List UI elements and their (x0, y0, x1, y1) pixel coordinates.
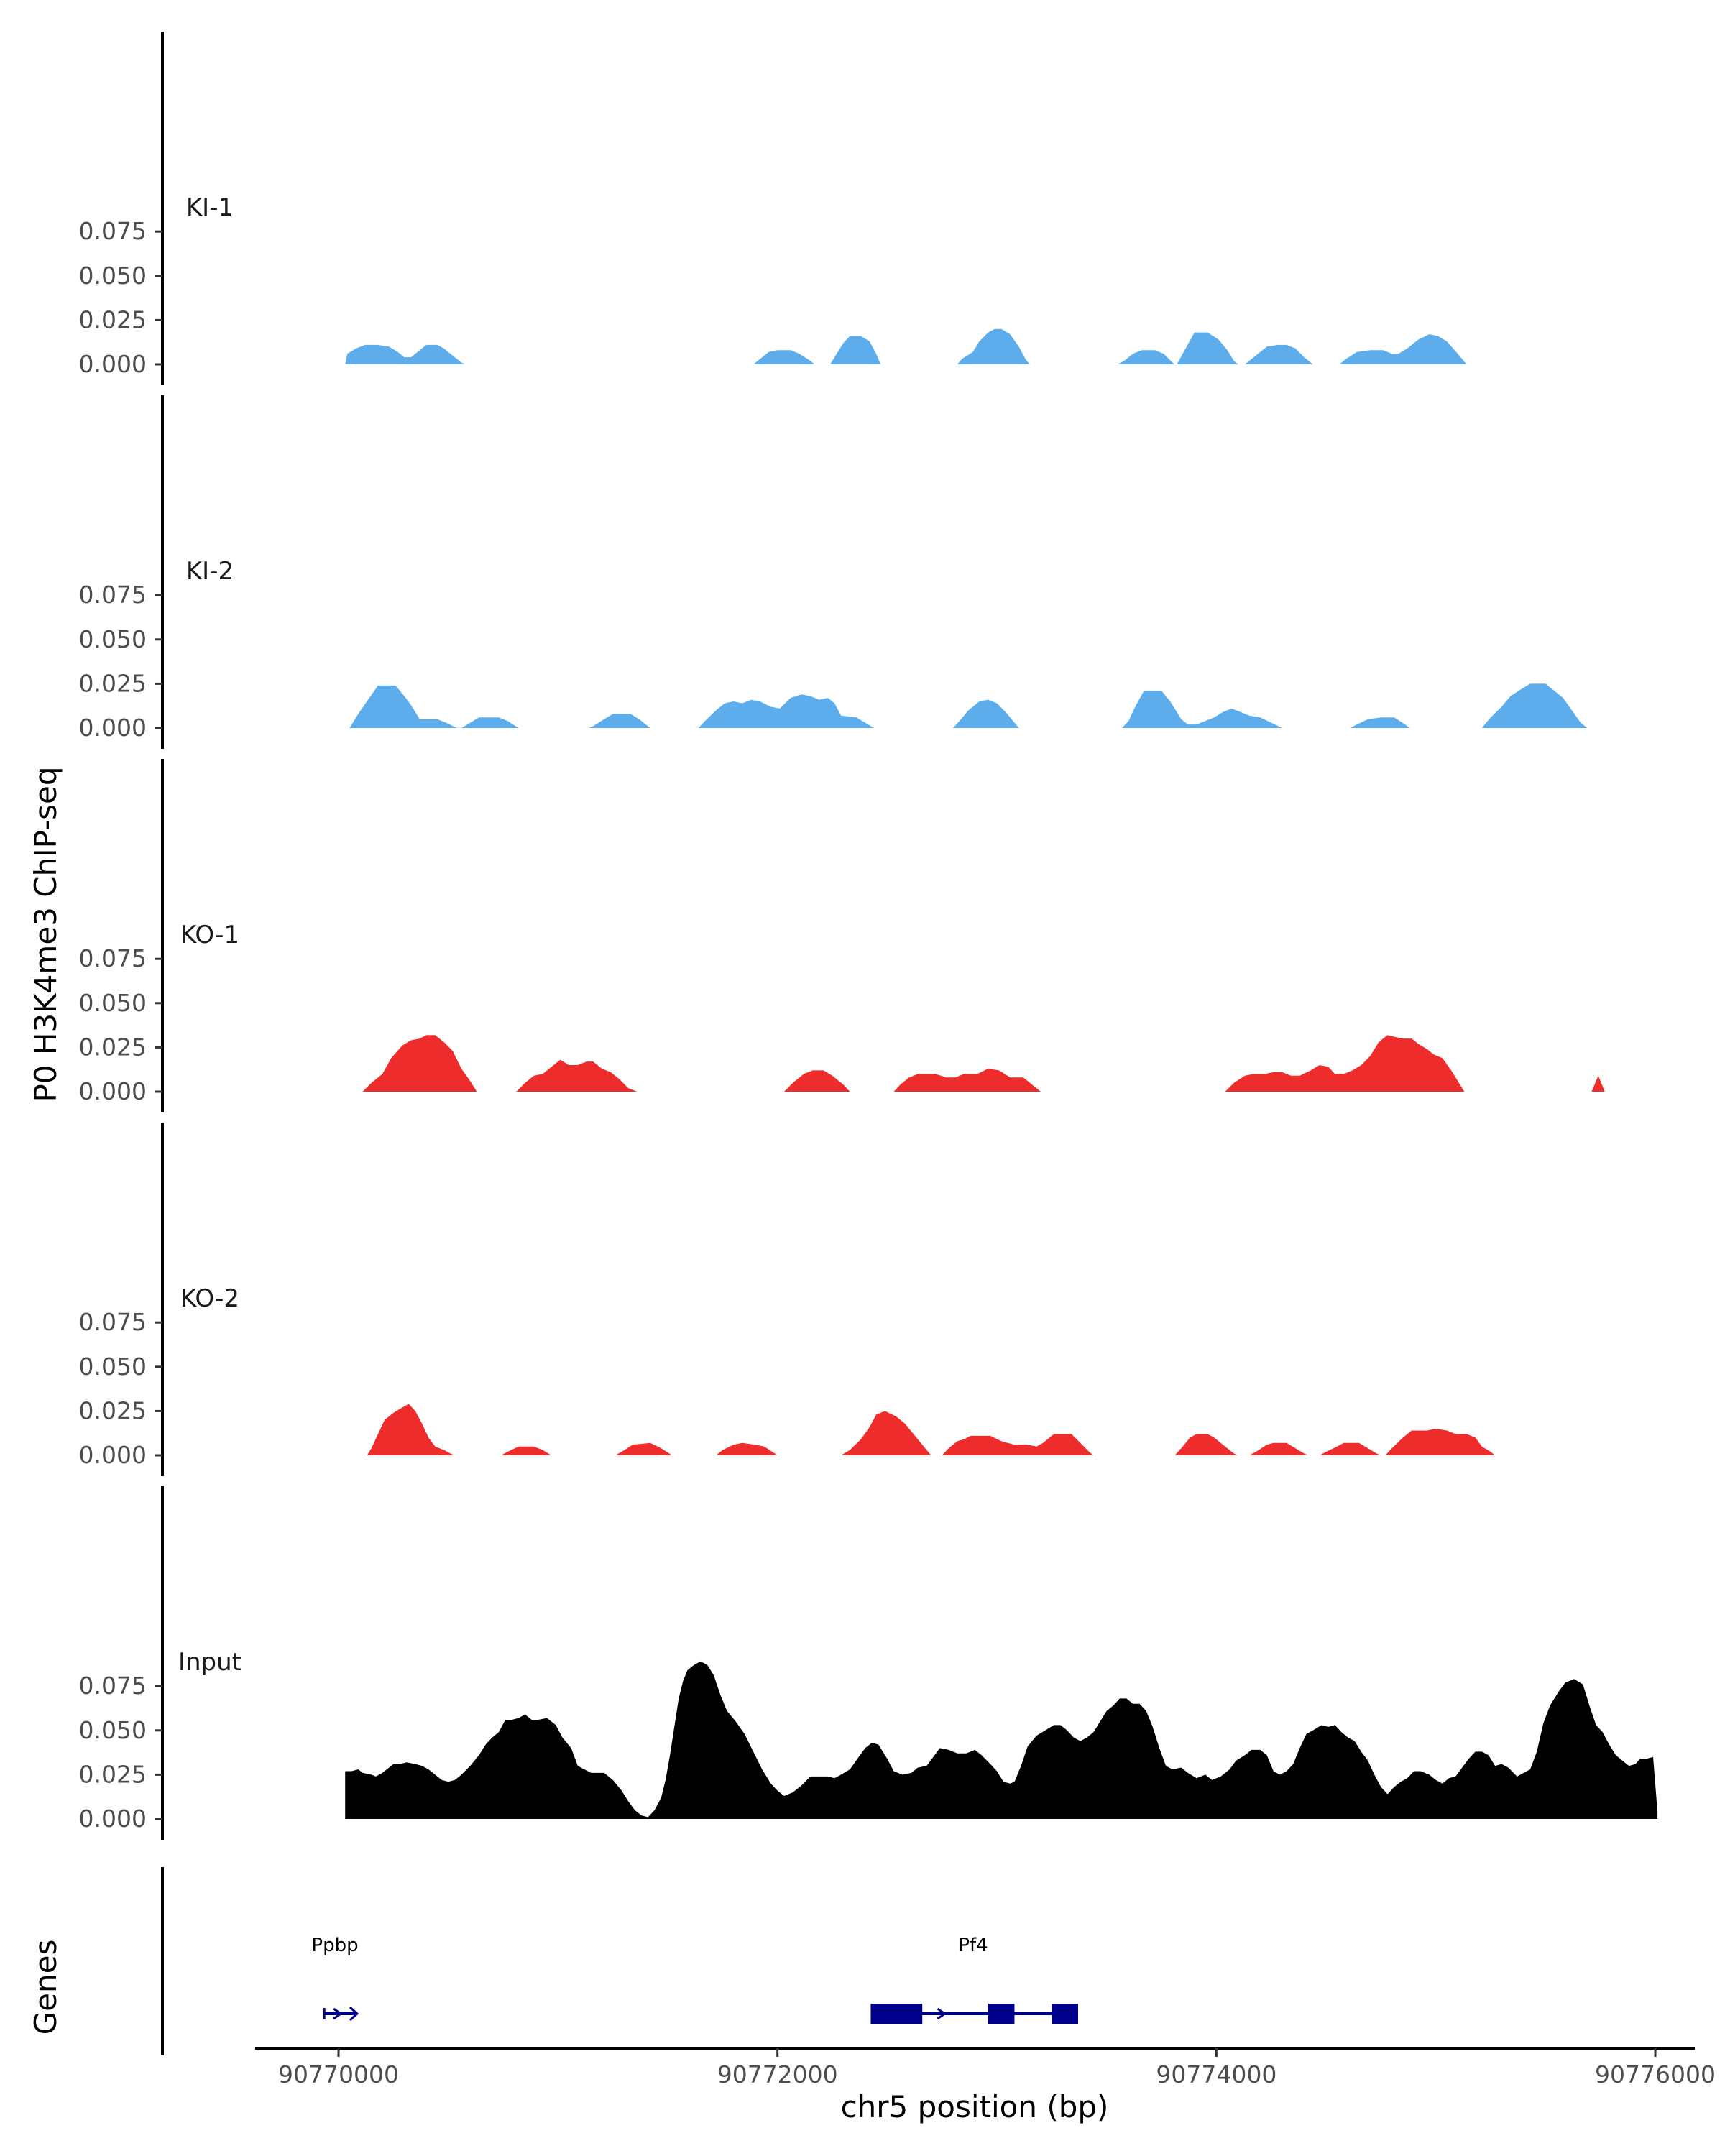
gene-models: Ppbp Pf4 (311, 1935, 1079, 2024)
y-tick-label: 0.050 (79, 1716, 147, 1744)
track-ko-2: 0.000 0.025 0.050 0.075 KO-2 (79, 1123, 1496, 1476)
x-tick-label: 90774000 (1156, 2060, 1276, 2088)
x-axis-ticks: 90770000 90772000 90774000 90776000 (278, 2048, 1716, 2088)
coverage-area-ko-1 (362, 1035, 1605, 1092)
track-ki-2: 0.000 0.025 0.050 0.075 KI-2 (79, 395, 1588, 749)
y-tick-label: 0.050 (79, 262, 147, 290)
y-tick-label: 0.050 (79, 625, 147, 653)
exon (1052, 2004, 1079, 2024)
y-tick-label: 0.075 (79, 217, 147, 245)
coverage-area-ki-1 (345, 328, 1467, 364)
y-tick-label: 0.075 (79, 1672, 147, 1700)
y-tick-label: 0.000 (79, 1441, 147, 1469)
x-tick-label: 90772000 (717, 2060, 838, 2088)
y-tick-label: 0.075 (79, 944, 147, 972)
y-tick-label: 0.000 (79, 1077, 147, 1105)
coverage-area-ko-2 (367, 1404, 1496, 1455)
track-input: 0.000 0.025 0.050 0.075 Input (79, 1486, 1658, 1840)
strand-arrow (349, 2006, 359, 2022)
gene-track: Genes Ppbp Pf4 (28, 1867, 1079, 2055)
y-tick-label: 0.025 (79, 1033, 147, 1061)
strand-arrow (333, 2007, 343, 2020)
gene-label: Pf4 (958, 1935, 988, 1956)
x-axis-title: chr5 position (bp) (841, 2089, 1109, 2124)
y-tick-label: 0.075 (79, 581, 147, 609)
track-label: Input (178, 1648, 242, 1677)
track-label: KO-1 (180, 921, 239, 949)
y-tick-label: 0.025 (79, 305, 147, 333)
gene-label: Ppbp (311, 1935, 358, 1956)
y-axis-title: P0 H3K4me3 ChIP-seq (28, 766, 63, 1102)
track-ki-1: 0.000 0.025 0.050 0.075 KI-1 (79, 32, 1467, 385)
coverage-area-input (345, 1661, 1658, 1819)
track-label: KI-2 (186, 557, 234, 586)
y-tick-label: 0.050 (79, 1353, 147, 1381)
coverage-area-ki-2 (349, 683, 1588, 728)
track-ko-1: 0.000 0.025 0.050 0.075 KO-1 (79, 759, 1605, 1112)
y-tick-label: 0.000 (79, 714, 147, 742)
y-tick-label: 0.050 (79, 989, 147, 1017)
exon (988, 2004, 1015, 2024)
y-tick-label: 0.025 (79, 669, 147, 697)
y-tick-label: 0.025 (79, 1760, 147, 1788)
y-tick-label: 0.025 (79, 1396, 147, 1424)
track-label: KI-1 (186, 193, 234, 222)
strand-arrow (937, 2007, 947, 2020)
coverage-tracks: 0.0000.0250.0500.075KI-10.0000.0250.0500… (79, 32, 1658, 1840)
y-tick-label: 0.075 (79, 1308, 147, 1336)
exon (870, 2004, 923, 2024)
y-tick-label: 0.000 (79, 350, 147, 378)
gene-track-title: Genes (28, 1940, 63, 2035)
x-tick-label: 90776000 (1595, 2060, 1716, 2088)
track-label: KO-2 (180, 1284, 239, 1313)
x-tick-label: 90770000 (278, 2060, 399, 2088)
gene-pf4: Pf4 (870, 1935, 1079, 2024)
x-axis: 90770000 90772000 90774000 90776000 chr5 po… (255, 2047, 1716, 2124)
y-tick-label: 0.000 (79, 1805, 147, 1833)
gene-ppbp: Ppbp (311, 1935, 359, 2022)
